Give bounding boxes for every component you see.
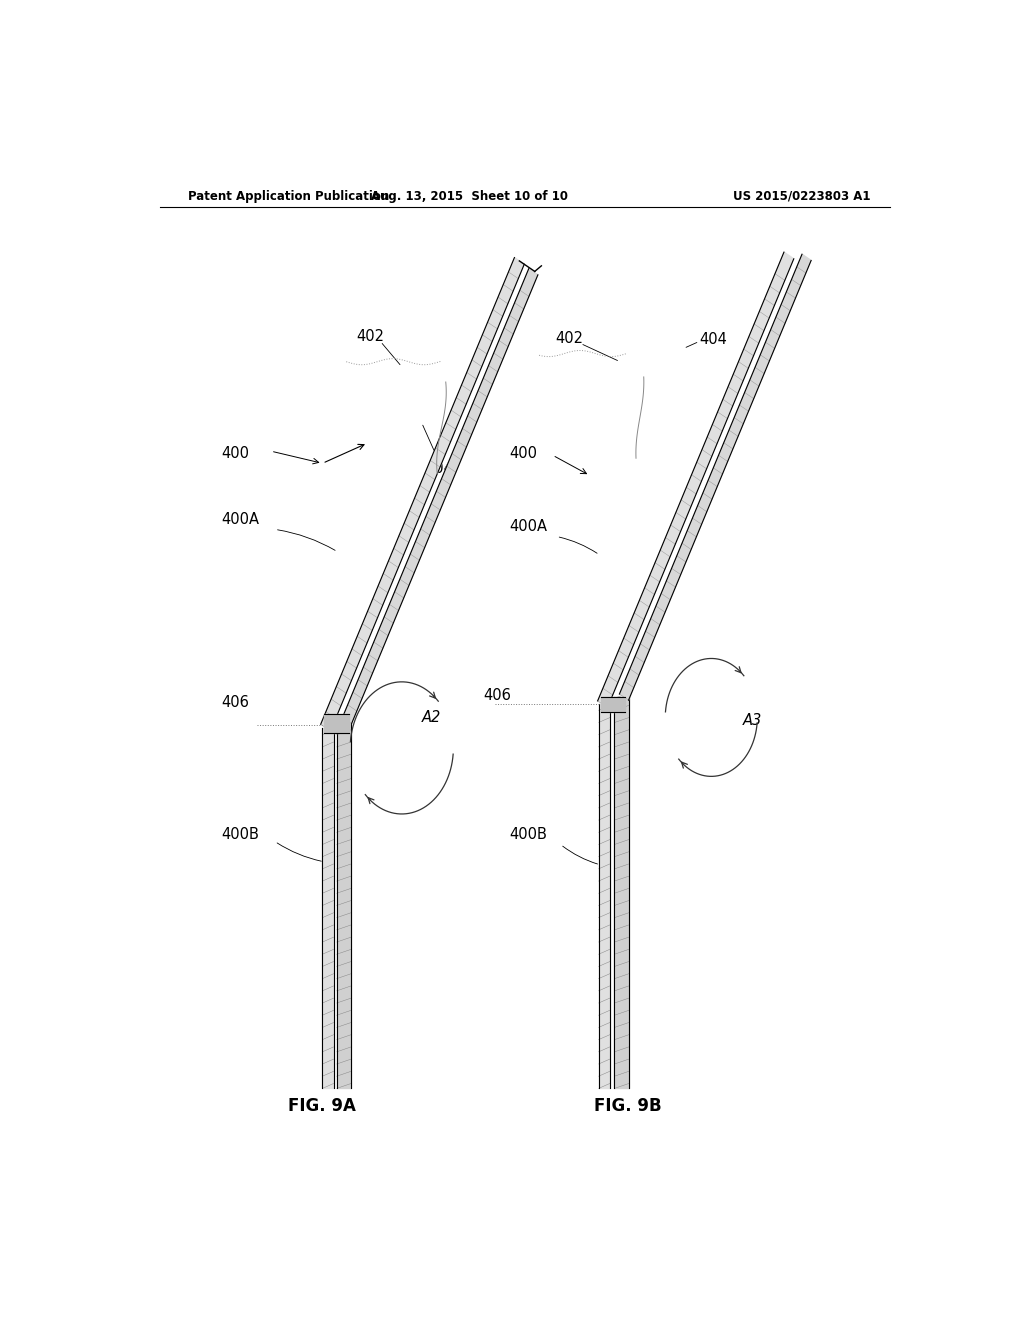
Text: 400B: 400B bbox=[509, 826, 547, 842]
Text: Patent Application Publication: Patent Application Publication bbox=[187, 190, 389, 202]
Text: 400: 400 bbox=[221, 446, 250, 461]
Polygon shape bbox=[337, 721, 351, 1089]
Text: 400B: 400B bbox=[221, 826, 259, 842]
Text: 404: 404 bbox=[426, 461, 454, 477]
Polygon shape bbox=[598, 252, 794, 708]
Polygon shape bbox=[342, 269, 538, 723]
Text: 406: 406 bbox=[483, 688, 511, 702]
Text: 404: 404 bbox=[699, 331, 727, 347]
Text: FIG. 9B: FIG. 9B bbox=[594, 1097, 662, 1114]
Text: 400: 400 bbox=[509, 446, 537, 461]
Text: US 2015/0223803 A1: US 2015/0223803 A1 bbox=[732, 190, 870, 202]
Polygon shape bbox=[601, 697, 625, 713]
Text: 400A: 400A bbox=[221, 512, 260, 527]
Text: 400A: 400A bbox=[509, 519, 547, 533]
Polygon shape bbox=[321, 257, 524, 731]
Polygon shape bbox=[614, 697, 629, 1089]
Text: A3: A3 bbox=[743, 713, 762, 727]
Text: 406: 406 bbox=[221, 694, 250, 710]
Text: Aug. 13, 2015  Sheet 10 of 10: Aug. 13, 2015 Sheet 10 of 10 bbox=[371, 190, 567, 202]
Text: 402: 402 bbox=[356, 329, 385, 343]
Polygon shape bbox=[620, 255, 811, 700]
Text: A2: A2 bbox=[422, 710, 441, 725]
Polygon shape bbox=[599, 704, 609, 1089]
Polygon shape bbox=[323, 727, 334, 1089]
Text: 402: 402 bbox=[555, 331, 583, 346]
Polygon shape bbox=[324, 714, 349, 733]
Text: FIG. 9A: FIG. 9A bbox=[289, 1097, 356, 1114]
